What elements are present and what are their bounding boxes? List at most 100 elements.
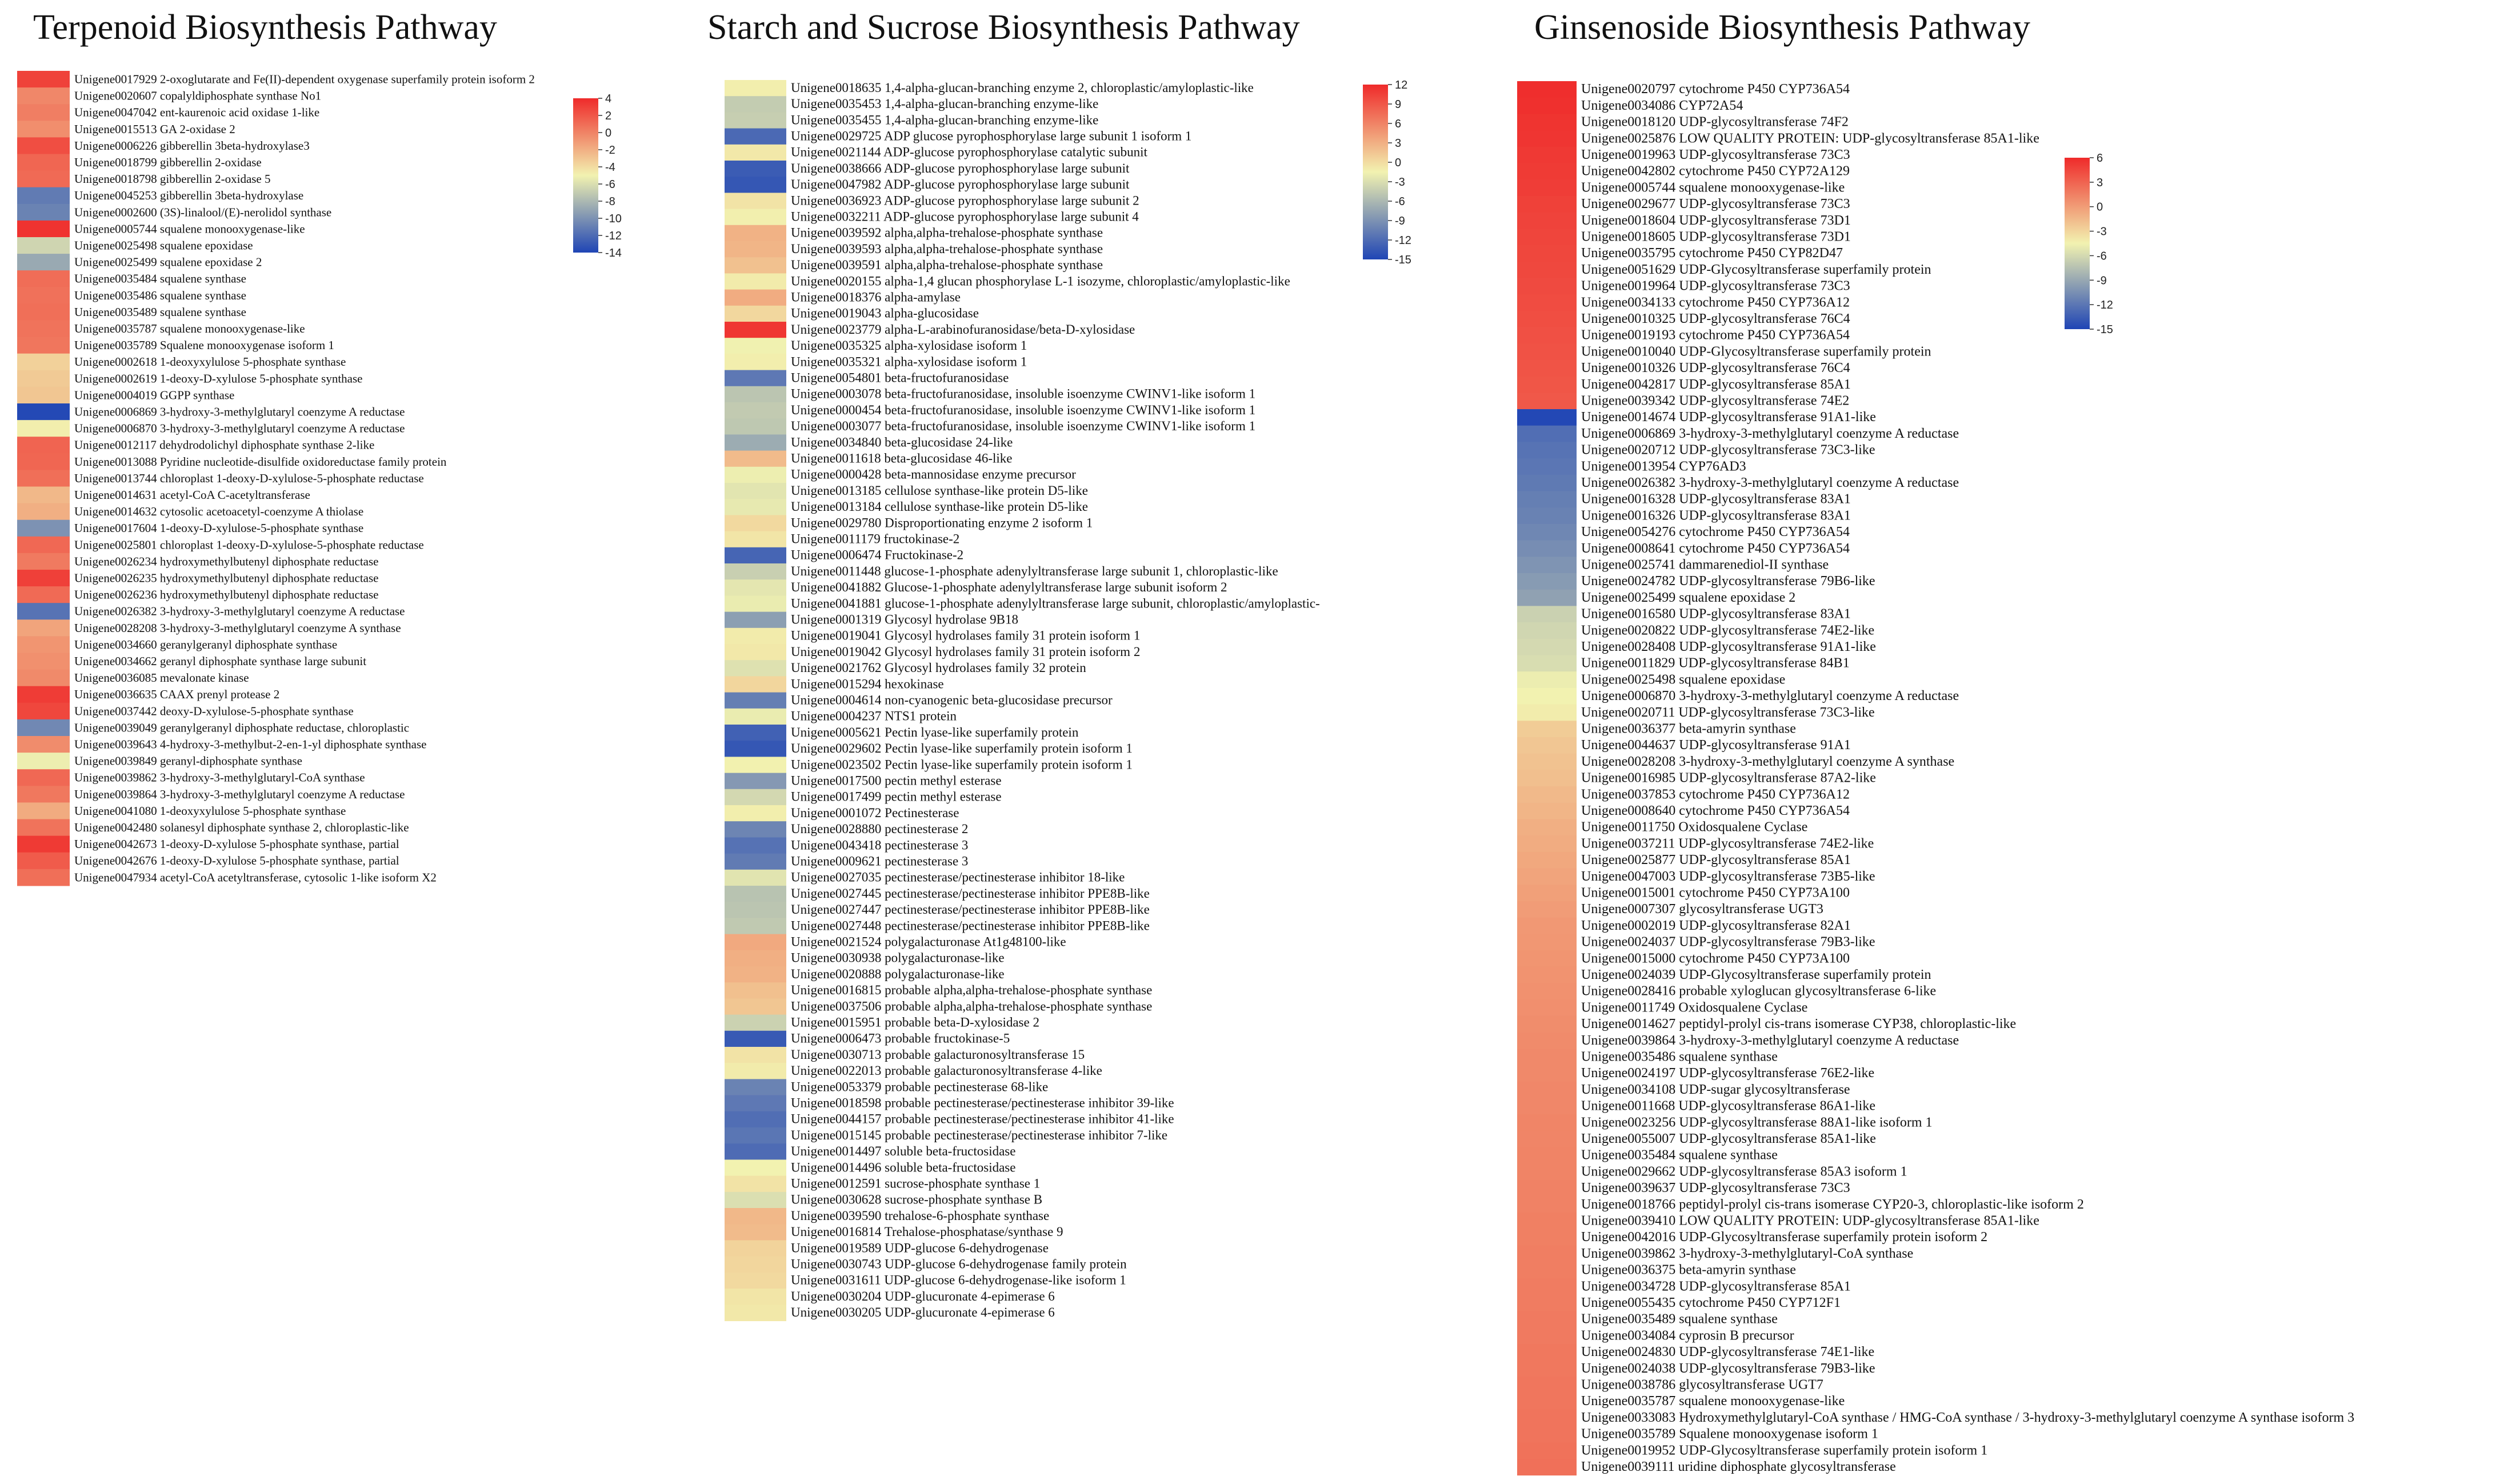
terpenoid-cell bbox=[17, 503, 70, 521]
ginsenoside-row-label: Unigene0044637 UDP-glycosyltransferase 9… bbox=[1581, 738, 1851, 753]
starch-sucrose-cell bbox=[725, 1095, 786, 1112]
starch-sucrose-row-label: Unigene0021762 Glycosyl hydrolases famil… bbox=[791, 661, 1086, 675]
terpenoid-cell bbox=[17, 786, 70, 803]
ginsenoside-row-label: Unigene0016985 UDP-glycosyltransferase 8… bbox=[1581, 771, 1876, 786]
ginsenoside-row-label: Unigene0026382 3-hydroxy-3-methylglutary… bbox=[1581, 475, 1959, 490]
terpenoid-cell bbox=[17, 170, 70, 188]
ginsenoside-cell bbox=[1517, 195, 1577, 213]
starch-sucrose-cell bbox=[725, 1191, 786, 1209]
starch-sucrose-row-label: Unigene0018376 alpha-amylase bbox=[791, 290, 961, 304]
terpenoid-row-label: Unigene0042676 1-deoxy-D-xylulose 5-phos… bbox=[74, 854, 399, 867]
terpenoid-row-label: Unigene0042480 solanesyl diphosphate syn… bbox=[74, 821, 409, 834]
ginsenoside-row-label: Unigene0029662 UDP-glycosyltransferase 8… bbox=[1581, 1164, 1907, 1179]
starch-sucrose-cell bbox=[725, 644, 786, 661]
starch-sucrose-colorbar-tick-label: 3 bbox=[1395, 137, 1401, 150]
terpenoid-colorbar bbox=[573, 98, 598, 253]
ginsenoside-colorbar-tick-label: -15 bbox=[2097, 323, 2113, 336]
ginsenoside-cell bbox=[1517, 245, 1577, 262]
ginsenoside-cell bbox=[1517, 523, 1577, 541]
ginsenoside-row-label: Unigene0034133 cytochrome P450 CYP736A12 bbox=[1581, 295, 1850, 310]
ginsenoside-row-label: Unigene0024039 UDP-Glycosyltransferase s… bbox=[1581, 967, 1931, 982]
starch-sucrose-row-label: Unigene0029725 ADP glucose pyrophosphory… bbox=[791, 129, 1191, 143]
terpenoid-cell bbox=[17, 154, 70, 171]
starch-sucrose-cell bbox=[725, 386, 786, 403]
terpenoid-row-label: Unigene0026234 hydroxymethylbutenyl diph… bbox=[74, 554, 378, 568]
starch-sucrose-cell bbox=[725, 193, 786, 210]
starch-sucrose-cell bbox=[725, 627, 786, 645]
ginsenoside-row-label: Unigene0035489 squalene synthase bbox=[1581, 1312, 1778, 1327]
starch-sucrose-cell bbox=[725, 757, 786, 774]
ginsenoside-cell bbox=[1517, 376, 1577, 393]
ginsenoside-cell bbox=[1517, 606, 1577, 623]
ginsenoside-row-label: Unigene0024038 UDP-glycosyltransferase 7… bbox=[1581, 1361, 1875, 1376]
terpenoid-row-label: Unigene0025498 squalene epoxidase bbox=[74, 239, 253, 253]
ginsenoside-row-label: Unigene0025877 UDP-glycosyltransferase 8… bbox=[1581, 853, 1851, 867]
ginsenoside-cell bbox=[1517, 507, 1577, 525]
ginsenoside-cell bbox=[1517, 1130, 1577, 1148]
terpenoid-cell bbox=[17, 736, 70, 753]
terpenoid-row-label: Unigene0017604 1-deoxy-D-xylulose-5-phos… bbox=[74, 521, 363, 535]
terpenoid-cell bbox=[17, 835, 70, 853]
starch-sucrose-cell bbox=[725, 676, 786, 693]
starch-sucrose-cell bbox=[725, 611, 786, 629]
starch-sucrose-cell bbox=[725, 547, 786, 564]
ginsenoside-row-label: Unigene0055007 UDP-glycosyltransferase 8… bbox=[1581, 1131, 1876, 1146]
starch-sucrose-colorbar-tick-label: 12 bbox=[1395, 79, 1407, 91]
starch-sucrose-row-label: Unigene0019041 Glycosyl hydrolases famil… bbox=[791, 629, 1140, 643]
ginsenoside-cell bbox=[1517, 359, 1577, 377]
ginsenoside-cell bbox=[1517, 1262, 1577, 1279]
ginsenoside-row-label: Unigene0038786 glycosyltransferase UGT7 bbox=[1581, 1378, 1823, 1393]
terpenoid-cell bbox=[17, 669, 70, 687]
terpenoid-cell bbox=[17, 337, 70, 354]
starch-sucrose-panel: Starch and Sucrose Biosynthesis Pathway U… bbox=[707, 8, 1411, 1321]
ginsenoside-row-label: Unigene0011750 Oxidosqualene Cyclase bbox=[1581, 820, 1807, 835]
starch-sucrose-cell bbox=[725, 434, 786, 451]
starch-sucrose-row-label: Unigene0030204 UDP-glucuronate 4-epimera… bbox=[791, 1289, 1055, 1303]
ginsenoside-cell bbox=[1517, 655, 1577, 672]
terpenoid-cell bbox=[17, 71, 70, 88]
starch-sucrose-row-label: Unigene0028880 pectinesterase 2 bbox=[791, 822, 968, 836]
ginsenoside-cell bbox=[1517, 917, 1577, 934]
ginsenoside-row-label: Unigene0035787 squalene monooxygenase-li… bbox=[1581, 1394, 1845, 1409]
ginsenoside-colorbar-tick-label: -3 bbox=[2097, 226, 2107, 238]
ginsenoside-row-label: Unigene0037853 cytochrome P450 CYP736A12 bbox=[1581, 787, 1850, 802]
starch-sucrose-row-label: Unigene0018598 probable pectinesterase/p… bbox=[791, 1095, 1174, 1110]
terpenoid-cell bbox=[17, 686, 70, 703]
ginsenoside-row-label: Unigene0028408 UDP-glycosyltransferase 9… bbox=[1581, 639, 1876, 654]
starch-sucrose-row-label: Unigene0030938 polygalacturonase-like bbox=[791, 951, 1005, 965]
ginsenoside-row-label: Unigene0036377 beta-amyrin synthase bbox=[1581, 722, 1796, 737]
terpenoid-row-label: Unigene0025801 chloroplast 1-deoxy-D-xyl… bbox=[74, 538, 424, 551]
starch-sucrose-row-label: Unigene0013185 cellulose synthase-like p… bbox=[791, 483, 1088, 498]
terpenoid-cell bbox=[17, 137, 70, 155]
starch-sucrose-row-label: Unigene0029602 Pectin lyase-like superfa… bbox=[791, 741, 1133, 755]
starch-sucrose-row-label: Unigene0053379 probable pectinesterase 6… bbox=[791, 1079, 1048, 1094]
ginsenoside-row-label: Unigene0020822 UDP-glycosyltransferase 7… bbox=[1581, 623, 1874, 638]
starch-sucrose-row-label: Unigene0018635 1,4-alpha-glucan-branchin… bbox=[791, 81, 1254, 95]
ginsenoside-cell bbox=[1517, 163, 1577, 180]
starch-sucrose-colorbar bbox=[1363, 85, 1388, 259]
starch-sucrose-cell bbox=[725, 1111, 786, 1128]
ginsenoside-row-label: Unigene0008641 cytochrome P450 CYP736A54 bbox=[1581, 541, 1850, 556]
ginsenoside-cell bbox=[1517, 1426, 1577, 1443]
starch-sucrose-row-label: Unigene0023502 Pectin lyase-like superfa… bbox=[791, 757, 1133, 771]
starch-sucrose-row-label: Unigene0039593 alpha,alpha-trehalose-pho… bbox=[791, 242, 1103, 256]
starch-sucrose-row-label: Unigene0027448 pectinesterase/pectineste… bbox=[791, 918, 1150, 933]
ginsenoside-row-label: Unigene0019964 UDP-glycosyltransferase 7… bbox=[1581, 279, 1850, 294]
terpenoid-colorbar-tick-label: -12 bbox=[605, 230, 622, 242]
starch-sucrose-row-label: Unigene0030743 UDP-glucose 6-dehydrogena… bbox=[791, 1257, 1127, 1271]
ginsenoside-row-label: Unigene0016326 UDP-glycosyltransferase 8… bbox=[1581, 508, 1851, 523]
ginsenoside-cell bbox=[1517, 999, 1577, 1017]
ginsenoside-cell bbox=[1517, 491, 1577, 508]
ginsenoside-cell bbox=[1517, 851, 1577, 869]
ginsenoside-cell bbox=[1517, 622, 1577, 639]
terpenoid-row-label: Unigene0025499 squalene epoxidase 2 bbox=[74, 255, 262, 269]
ginsenoside-colorbar-tick-label: -9 bbox=[2097, 274, 2107, 287]
terpenoid-row-label: Unigene0014631 acetyl-CoA C-acetyltransf… bbox=[74, 488, 310, 502]
terpenoid-cell bbox=[17, 104, 70, 121]
starch-sucrose-cell bbox=[725, 144, 786, 161]
starch-sucrose-cell bbox=[725, 1208, 786, 1225]
starch-sucrose-cell bbox=[725, 595, 786, 613]
terpenoid-cell bbox=[17, 753, 70, 770]
starch-sucrose-row-label: Unigene0035453 1,4-alpha-glucan-branchin… bbox=[791, 97, 1098, 111]
